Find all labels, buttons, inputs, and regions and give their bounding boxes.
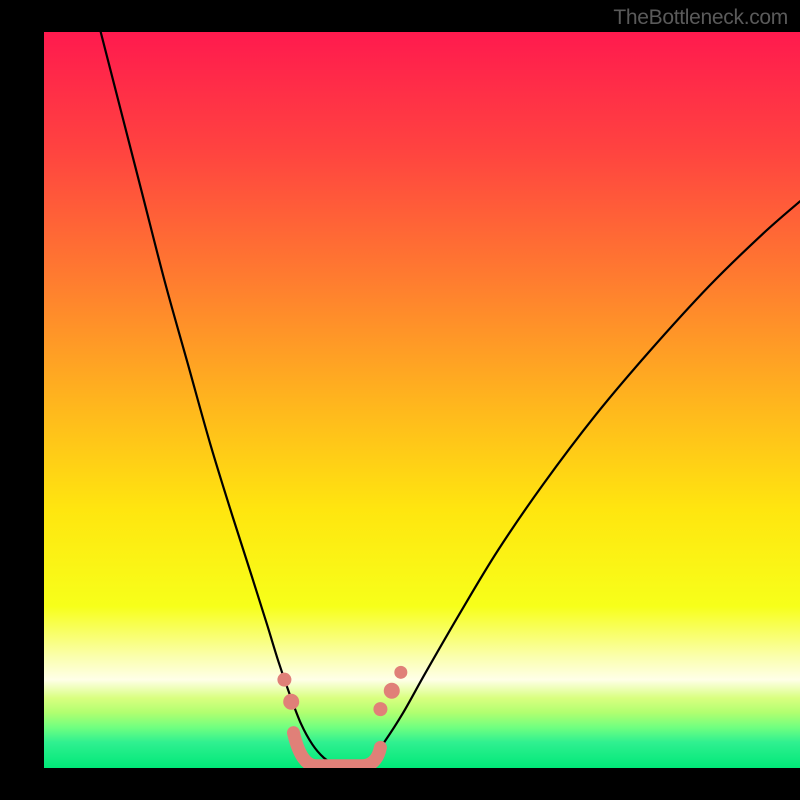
data-point [394,666,407,679]
data-point [373,702,387,716]
bottleneck-plot [0,0,800,800]
data-point [384,683,400,699]
plot-svg [0,0,800,800]
data-point [283,694,299,710]
watermark-text: TheBottleneck.com [613,6,788,30]
data-point [277,673,291,687]
